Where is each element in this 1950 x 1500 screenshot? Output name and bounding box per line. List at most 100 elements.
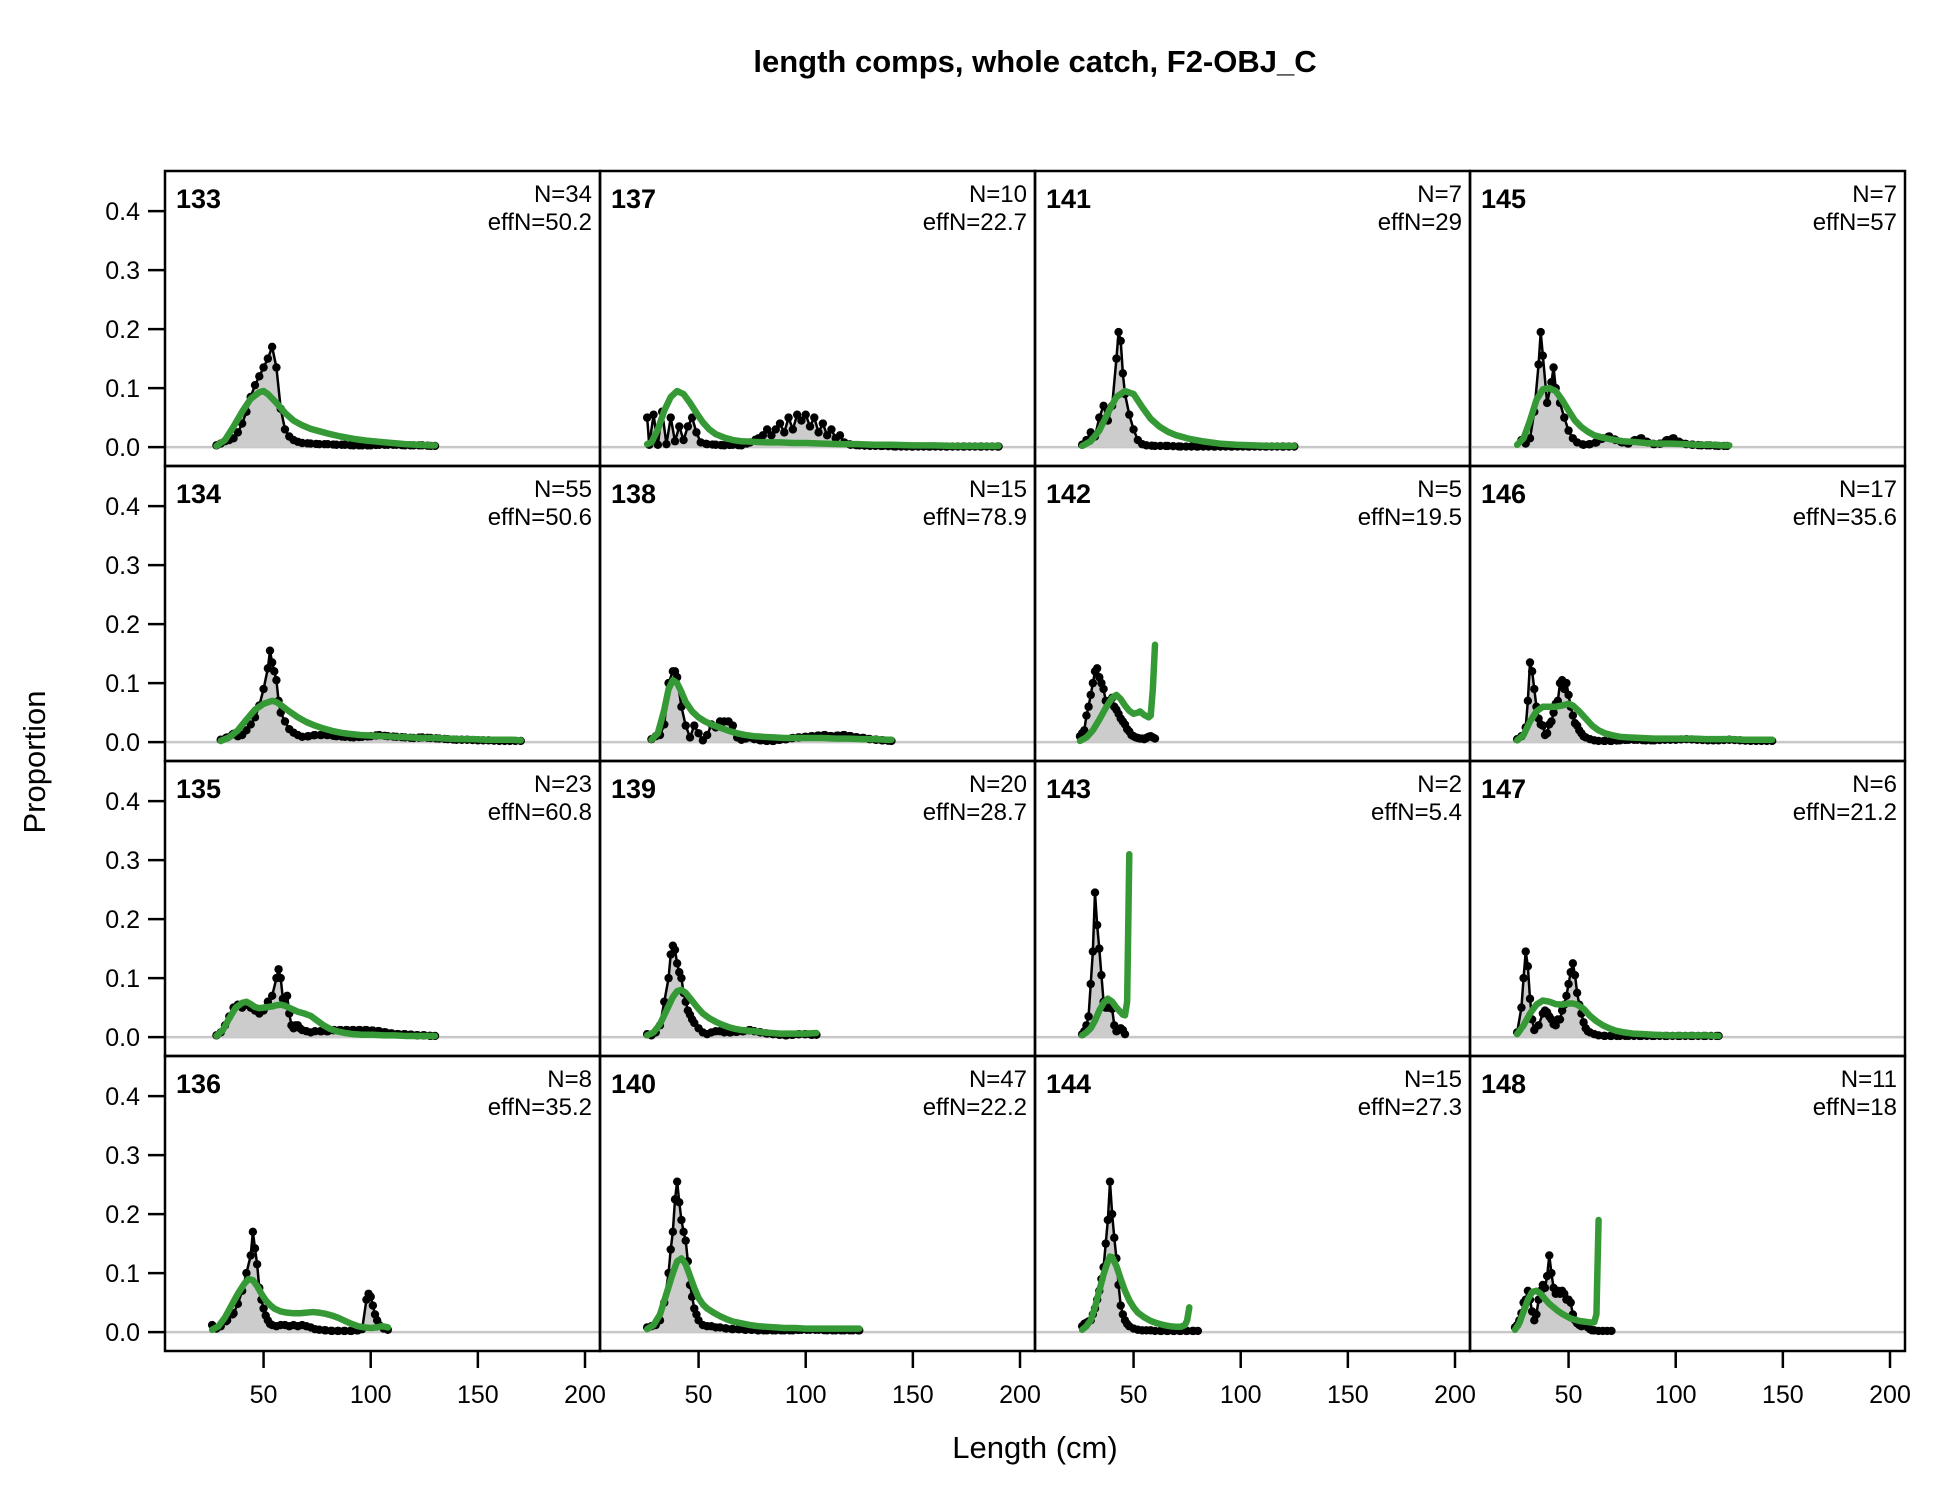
- observed-point: [664, 973, 673, 983]
- observed-point: [1564, 690, 1573, 700]
- observed-point: [801, 410, 810, 419]
- y-tick-label: 0.0: [105, 1319, 140, 1347]
- observed-point: [675, 422, 684, 431]
- observed-point: [762, 425, 772, 434]
- y-tick-label: 0.1: [105, 670, 140, 698]
- observed-point: [681, 1236, 690, 1245]
- observed-point: [267, 991, 277, 1001]
- observed-point: [280, 425, 290, 434]
- observed-point: [252, 1260, 262, 1269]
- observed-point: [1107, 1209, 1117, 1219]
- observed-point: [1572, 988, 1582, 998]
- observed-point: [1536, 327, 1545, 337]
- panel-label: 141: [1046, 184, 1091, 214]
- x-tick-label: 150: [457, 1381, 499, 1409]
- observed-point: [818, 419, 828, 428]
- observed-point: [683, 422, 693, 431]
- observed-point: [263, 354, 273, 363]
- observed-point: [653, 440, 663, 449]
- observed-point: [692, 428, 701, 437]
- observed-point: [1532, 1310, 1541, 1319]
- observed-point: [1193, 1326, 1203, 1336]
- observed-point: [1084, 1012, 1093, 1021]
- observed-point: [1114, 327, 1123, 337]
- x-tick-label: 200: [999, 1381, 1041, 1409]
- x-tick-label: 100: [785, 1381, 827, 1409]
- observed-point: [685, 733, 695, 742]
- observed-point: [814, 428, 823, 437]
- y-tick-label: 0.1: [105, 965, 140, 993]
- y-tick-label: 0.1: [105, 1260, 140, 1288]
- observed-point: [1530, 684, 1539, 694]
- panel-effn: effN=50.2: [488, 209, 592, 236]
- panel-effn: effN=57: [1813, 209, 1897, 236]
- expected-line: [213, 998, 439, 1040]
- observed-point: [758, 431, 768, 440]
- observed-point: [1545, 1251, 1554, 1260]
- panel-label: 140: [611, 1069, 656, 1099]
- panel-n: N=7: [1417, 181, 1462, 208]
- panel-effn: effN=35.6: [1793, 504, 1897, 531]
- x-tick-label: 150: [892, 1381, 934, 1409]
- panel-label: 147: [1481, 774, 1526, 804]
- expected-line: [1076, 641, 1159, 745]
- panel-effn: effN=29: [1378, 209, 1462, 236]
- expected-line: [643, 387, 1002, 450]
- observed-point: [1570, 970, 1580, 980]
- observed-point: [259, 1304, 268, 1313]
- expected-line: [643, 1255, 863, 1333]
- observed-point: [1116, 336, 1125, 346]
- observed-point: [1099, 401, 1108, 411]
- observed-point: [1527, 667, 1537, 676]
- observed-point: [822, 431, 832, 440]
- observed-point: [702, 730, 712, 740]
- observed-point: [784, 413, 793, 422]
- panel-label: 139: [611, 774, 656, 804]
- observed-point: [1101, 1239, 1110, 1248]
- panel-label: 136: [176, 1069, 221, 1099]
- observed-point: [672, 959, 682, 968]
- observed-point: [788, 425, 798, 434]
- observed-point: [1120, 1029, 1130, 1039]
- observed-point: [679, 1227, 688, 1237]
- observed-point: [810, 413, 819, 422]
- observed-point: [1542, 398, 1552, 408]
- observed-point: [1525, 994, 1535, 1003]
- y-tick-label: 0.4: [105, 493, 140, 521]
- observed-point: [1099, 684, 1108, 694]
- observed-point: [1562, 678, 1571, 688]
- y-tick-label: 0.2: [105, 906, 140, 934]
- x-tick-label: 50: [250, 1381, 278, 1409]
- observed-point: [259, 684, 268, 694]
- panel-n: N=34: [534, 181, 592, 208]
- panel-label: 148: [1481, 1069, 1526, 1099]
- observed-point: [255, 372, 264, 381]
- observed-point: [1538, 721, 1548, 730]
- observed-point: [668, 1227, 678, 1237]
- observed-point: [1538, 351, 1548, 360]
- panel-label: 137: [611, 184, 656, 214]
- panel-n: N=10: [969, 181, 1027, 208]
- chart-title: length comps, whole catch, F2-OBJ_C: [753, 44, 1317, 79]
- observed-area: [212, 1231, 388, 1333]
- observed-point: [677, 702, 686, 711]
- observed-point: [767, 431, 776, 440]
- x-tick-label: 50: [685, 1381, 713, 1409]
- observed-point: [1092, 920, 1102, 930]
- x-tick-label: 50: [1555, 1381, 1583, 1409]
- observed-point: [1105, 1177, 1115, 1186]
- observed-point: [675, 1198, 684, 1207]
- observed-point: [775, 419, 785, 428]
- y-tick-label: 0.2: [105, 316, 140, 344]
- observed-point: [1547, 1268, 1556, 1278]
- observed-point: [1517, 1003, 1526, 1012]
- observed-point: [1521, 947, 1530, 956]
- expected-line: [1513, 997, 1722, 1040]
- observed-point: [1082, 711, 1091, 720]
- observed-point: [1523, 962, 1533, 971]
- observed-point: [1097, 970, 1106, 980]
- panel-label: 142: [1046, 479, 1091, 509]
- observed-point: [666, 413, 675, 422]
